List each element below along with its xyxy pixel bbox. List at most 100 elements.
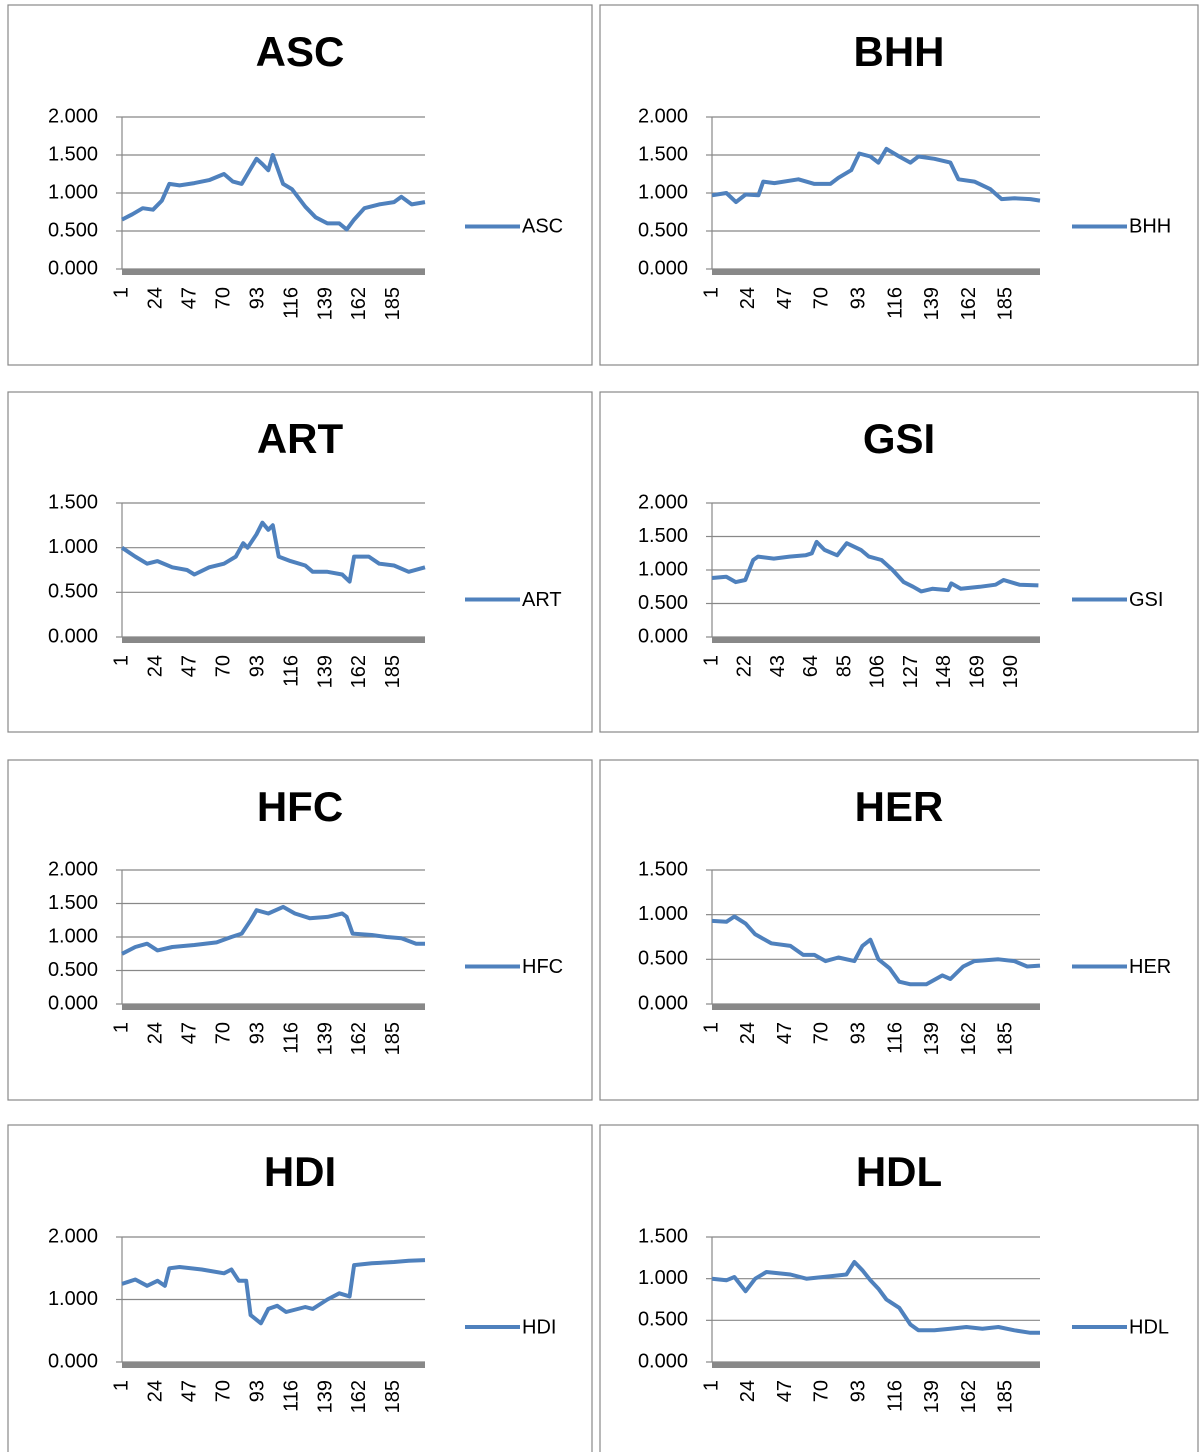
- y-tick-label: 2.000: [638, 491, 688, 513]
- y-tick-label: 1.500: [638, 858, 688, 880]
- y-tick-label: 0.500: [638, 219, 688, 241]
- x-tick-label: 169: [966, 655, 988, 688]
- y-tick-label: 0.000: [48, 992, 98, 1014]
- y-tick-label: 1.000: [48, 536, 98, 558]
- x-tick-label: 162: [348, 1022, 370, 1055]
- chart-panel: ART 0.000 0.500 1.000 1.500 1 24 47 70 93 116 139 16…: [7, 391, 593, 733]
- data-line: [711, 914, 1041, 987]
- x-tick-label: 116: [280, 1380, 302, 1412]
- x-tick-label: 1: [110, 287, 132, 298]
- x-tick-label: 93: [847, 287, 869, 309]
- y-tick-label: 0.500: [48, 959, 98, 981]
- panel-border: [7, 4, 593, 366]
- x-tick-label: 47: [774, 1022, 796, 1044]
- x-tick-label: 139: [921, 287, 943, 320]
- chart-panel: HFC 0.000 0.500 1.000 1.500 2.000 1 24 47 70 93 116…: [7, 759, 593, 1101]
- x-tick-label: 93: [246, 1022, 268, 1044]
- x-tick-label: 116: [280, 287, 302, 319]
- y-tick-label: 1.500: [638, 525, 688, 547]
- chart-panel: ASC 0.000 0.500 1.000 1.500 2.000 1 24 47 70 93 116…: [7, 4, 593, 366]
- legend-label: HDI: [522, 1316, 556, 1338]
- chart-panel: HDI 0.000 1.000 2.000 1 24 47 70 93 116 139 162 185 H…: [7, 1124, 593, 1452]
- data-line: [711, 539, 1039, 594]
- x-tick-label: 70: [811, 1380, 833, 1402]
- x-tick-label: 116: [280, 1022, 302, 1054]
- x-tick-label: 162: [958, 1380, 980, 1413]
- x-tick-label: 47: [774, 287, 796, 309]
- x-tick-label: 162: [348, 655, 370, 688]
- x-tick-label: 22: [734, 655, 756, 677]
- x-tick-label: 162: [348, 287, 370, 320]
- x-tick-label: 93: [246, 1380, 268, 1402]
- x-tick-label: 1: [110, 1380, 132, 1391]
- x-tick-label: 162: [348, 1380, 370, 1413]
- chart-panel: HDL 0.000 0.500 1.000 1.500 1 24 47 70 93 116 139 16…: [599, 1124, 1199, 1452]
- chart-panel: BHH 0.000 0.500 1.000 1.500 2.000 1 24 47 70 93 116…: [599, 4, 1199, 366]
- data-line: [121, 1258, 426, 1326]
- x-tick-label: 70: [212, 1380, 234, 1402]
- chart-title: GSI: [863, 415, 935, 462]
- y-tick-label: 0.500: [638, 592, 688, 614]
- y-tick-label: 0.000: [638, 625, 688, 647]
- y-tick-label: 0.500: [48, 219, 98, 241]
- x-tick-label: 24: [144, 1380, 166, 1402]
- y-tick-label: 1.000: [638, 181, 688, 203]
- x-tick-label: 116: [884, 287, 906, 319]
- x-tick-label: 1: [110, 655, 132, 666]
- y-tick-label: 1.500: [48, 143, 98, 165]
- y-tick-label: 1.000: [638, 558, 688, 580]
- x-tick-label: 139: [921, 1380, 943, 1413]
- chart-panel: HER 0.000 0.500 1.000 1.500 1 24 47 70 93 116 139 16…: [599, 759, 1199, 1101]
- y-tick-label: 2.000: [48, 1225, 98, 1247]
- x-tick-label: 139: [921, 1022, 943, 1055]
- data-line: [711, 146, 1041, 205]
- y-tick-label: 0.500: [638, 1309, 688, 1331]
- x-tick-label: 1: [110, 1022, 132, 1033]
- y-tick-label: 1.000: [48, 181, 98, 203]
- y-tick-label: 1.500: [48, 892, 98, 914]
- chart-title: HDL: [856, 1148, 942, 1195]
- chart-title: HFC: [257, 783, 343, 830]
- x-tick-label: 185: [382, 287, 404, 320]
- chart-panel: GSI 0.000 0.500 1.000 1.500 2.000 1 22 43 64 85 106…: [599, 391, 1199, 733]
- x-tick-label: 185: [995, 1022, 1017, 1055]
- chart-title: HDI: [264, 1148, 336, 1195]
- x-tick-label: 47: [178, 655, 200, 677]
- x-tick-label: 47: [178, 1380, 200, 1402]
- x-tick-label: 24: [144, 1022, 166, 1044]
- y-tick-label: 2.000: [48, 105, 98, 127]
- legend-label: HDL: [1129, 1316, 1169, 1338]
- y-tick-label: 0.000: [48, 1350, 98, 1372]
- y-tick-label: 1.500: [638, 143, 688, 165]
- x-tick-label: 64: [800, 655, 822, 677]
- x-tick-label: 148: [933, 655, 955, 688]
- chart-title: ASC: [256, 28, 345, 75]
- y-tick-label: 1.500: [638, 1225, 688, 1247]
- x-axis: [122, 637, 425, 643]
- x-tick-label: 185: [382, 1022, 404, 1055]
- chart-title: BHH: [854, 28, 945, 75]
- x-tick-label: 139: [314, 655, 336, 688]
- x-tick-label: 24: [737, 1380, 759, 1402]
- x-tick-label: 70: [811, 1022, 833, 1044]
- legend-label: HFC: [522, 956, 563, 978]
- x-tick-label: 85: [833, 655, 855, 677]
- x-tick-label: 47: [774, 1380, 796, 1402]
- panel-border: [599, 1124, 1199, 1452]
- x-axis: [122, 1004, 425, 1010]
- x-tick-label: 116: [884, 1022, 906, 1054]
- panel-border: [599, 4, 1199, 366]
- x-tick-label: 1: [700, 287, 722, 298]
- x-tick-label: 1: [700, 655, 722, 666]
- x-tick-label: 1: [700, 1380, 722, 1391]
- data-line: [711, 1260, 1040, 1335]
- x-tick-label: 185: [382, 1380, 404, 1413]
- y-tick-label: 0.500: [638, 948, 688, 970]
- x-axis: [122, 1362, 425, 1368]
- x-tick-label: 127: [900, 655, 922, 688]
- x-tick-label: 185: [382, 655, 404, 688]
- x-tick-label: 24: [737, 1022, 759, 1044]
- y-tick-label: 0.000: [638, 257, 688, 279]
